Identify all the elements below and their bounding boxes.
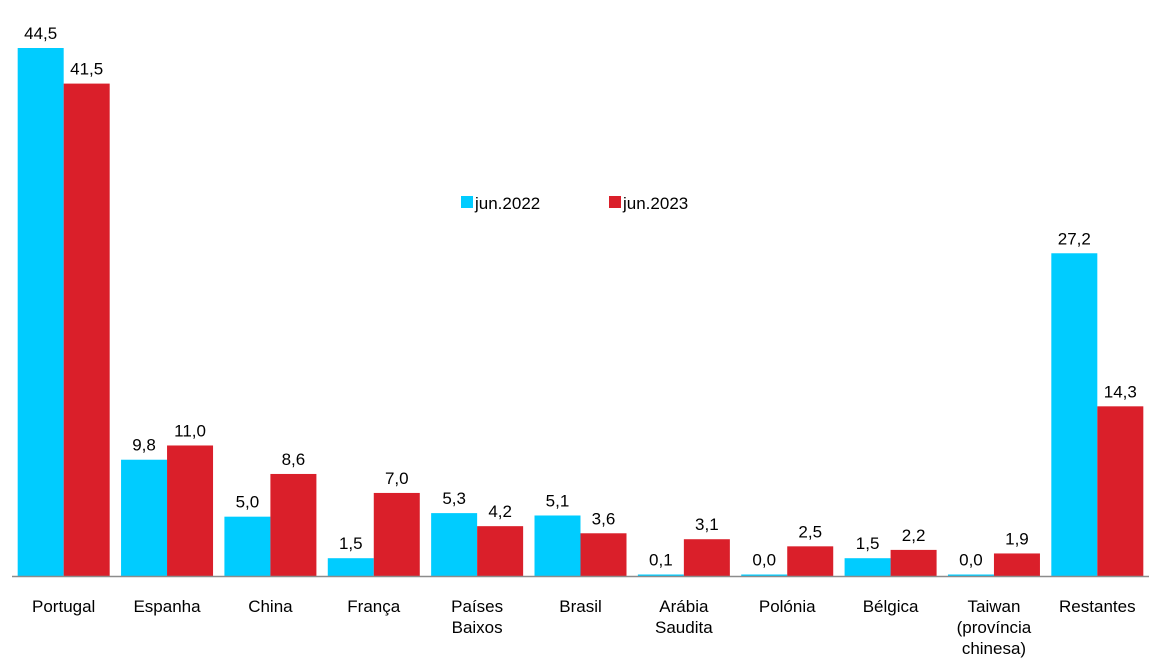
bar-jun-2023-brasil — [580, 533, 627, 576]
x-tick-label-taiwan-provincia-chinesa: Taiwan (província chinesa) — [957, 597, 1032, 658]
bar-jun-2022-portugal — [17, 48, 64, 576]
data-label-jun-2022-belgica: 1,5 — [856, 534, 880, 553]
x-tick-label-arabia-saudita: Arábia Saudita — [655, 597, 713, 637]
data-label-jun-2023-restantes: 14,3 — [1104, 382, 1137, 401]
bar-jun-2022-belgica — [844, 558, 891, 576]
x-tick-label-china: China — [248, 597, 293, 616]
bar-jun-2022-brasil — [534, 515, 581, 576]
data-label-jun-2022-polonia: 0,0 — [752, 551, 776, 570]
legend-label-jun-2023: jun.2023 — [622, 194, 688, 213]
bar-jun-2022-taiwan-provincia-chinesa — [947, 574, 994, 576]
x-tick-label-espanha: Espanha — [133, 597, 201, 616]
legend: jun.2022 jun.2023 — [461, 194, 688, 213]
bar-jun-2022-polonia — [741, 574, 788, 576]
x-tick-label-portugal: Portugal — [32, 597, 95, 616]
data-label-jun-2022-portugal: 44,5 — [24, 24, 57, 43]
bar-jun-2023-polonia — [787, 546, 834, 576]
data-label-jun-2023-portugal: 41,5 — [70, 60, 103, 79]
data-label-jun-2023-taiwan-provincia-chinesa: 1,9 — [1005, 529, 1029, 548]
bar-jun-2023-restantes — [1097, 406, 1144, 576]
data-label-jun-2022-espanha: 9,8 — [132, 436, 156, 455]
data-label-jun-2022-franca: 1,5 — [339, 534, 363, 553]
data-label-jun-2023-belgica: 2,2 — [902, 526, 926, 545]
bar-jun-2022-china — [224, 516, 271, 576]
x-tick-label-restantes: Restantes — [1059, 597, 1136, 616]
bar-jun-2023-portugal — [63, 83, 110, 576]
data-label-jun-2022-restantes: 27,2 — [1058, 229, 1091, 248]
x-tick-label-franca: França — [347, 597, 400, 616]
x-tick-label-brasil: Brasil — [559, 597, 602, 616]
data-label-jun-2022-china: 5,0 — [236, 493, 260, 512]
x-tick-label-polonia: Polónia — [759, 597, 816, 616]
data-label-jun-2023-polonia: 2,5 — [798, 522, 822, 541]
bars-layer — [17, 48, 1144, 577]
bar-jun-2022-espanha — [121, 459, 168, 576]
bar-jun-2022-arabia-saudita — [637, 574, 684, 576]
bar-jun-2023-taiwan-provincia-chinesa — [993, 553, 1040, 576]
data-label-jun-2023-brasil: 3,6 — [592, 509, 616, 528]
bar-jun-2022-franca — [327, 558, 374, 576]
bar-jun-2023-paises-baixos — [477, 526, 524, 576]
legend-label-jun-2022: jun.2022 — [474, 194, 540, 213]
data-label-jun-2023-paises-baixos: 4,2 — [488, 502, 512, 521]
legend-swatch-jun-2023 — [609, 196, 621, 208]
data-label-jun-2023-china: 8,6 — [282, 450, 306, 469]
data-label-jun-2023-espanha: 11,0 — [174, 421, 206, 440]
data-label-jun-2023-arabia-saudita: 3,1 — [695, 515, 719, 534]
bar-jun-2022-paises-baixos — [431, 513, 478, 576]
bar-jun-2023-franca — [373, 492, 420, 576]
data-labels-layer: 44,5 41,5 9,8 11,0 5,0 8,6 1,5 7,0 5,3 4,2 5,1 3,6 0… — [24, 24, 1137, 570]
bar-jun-2023-arabia-saudita — [683, 539, 730, 576]
x-tick-labels-layer: Portugal Espanha China França Países Baixos Br… — [32, 597, 1136, 658]
data-label-jun-2022-paises-baixos: 5,3 — [442, 489, 466, 508]
bar-jun-2023-china — [270, 473, 317, 576]
legend-swatch-jun-2022 — [461, 196, 473, 208]
data-label-jun-2023-franca: 7,0 — [385, 469, 409, 488]
bar-jun-2023-belgica — [890, 549, 937, 576]
bar-jun-2023-espanha — [167, 445, 214, 576]
data-label-jun-2022-taiwan-provincia-chinesa: 0,0 — [959, 551, 983, 570]
data-label-jun-2022-brasil: 5,1 — [546, 491, 570, 510]
bar-jun-2022-restantes — [1051, 253, 1098, 577]
data-label-jun-2022-arabia-saudita: 0,1 — [649, 551, 673, 570]
x-tick-label-belgica: Bélgica — [863, 597, 919, 616]
x-tick-label-paises-baixos: Países Baixos — [451, 597, 503, 637]
